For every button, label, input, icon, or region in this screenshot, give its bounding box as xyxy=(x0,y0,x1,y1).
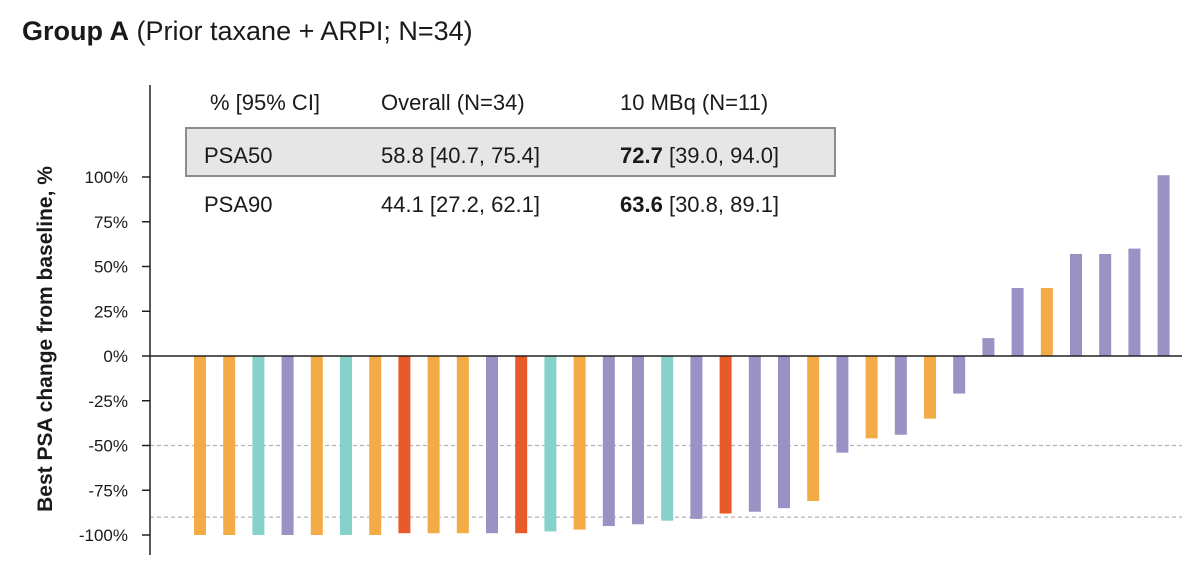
psa90-overall: 44.1 [27.2, 62.1] xyxy=(381,192,541,217)
chart-title-group: Group A xyxy=(22,16,129,46)
chart-title: Group A (Prior taxane + ARPI; N=34) xyxy=(22,16,473,47)
bar-10 xyxy=(456,356,469,534)
bar-17 xyxy=(661,356,674,521)
bar-32 xyxy=(1099,253,1112,356)
bar-29 xyxy=(1011,287,1024,356)
bar-21 xyxy=(778,356,790,509)
bar-27 xyxy=(953,356,966,394)
bar-16 xyxy=(632,356,644,525)
psa50-dose-value: 72.7 xyxy=(620,143,663,168)
psa90-dose: 63.6 [30.8, 89.1] xyxy=(620,192,779,218)
psa90-label: PSA90 xyxy=(204,192,273,217)
bar-28 xyxy=(982,338,995,356)
bar-22 xyxy=(807,356,820,501)
psa50-row-highlight xyxy=(185,127,836,177)
y-tick-label-5: -25% xyxy=(88,392,128,411)
bar-8 xyxy=(398,356,411,534)
bar-19 xyxy=(719,356,732,514)
bar-9 xyxy=(427,356,440,534)
bar-23 xyxy=(836,356,849,453)
bar-15 xyxy=(602,356,615,527)
table-header-overall: Overall (N=34) xyxy=(381,90,525,115)
y-tick-label-8: -100% xyxy=(79,526,128,545)
bar-14 xyxy=(573,356,586,530)
psa50-dose-ci: [39.0, 94.0] xyxy=(668,143,780,168)
bar-13 xyxy=(544,356,557,532)
bar-11 xyxy=(486,356,498,534)
y-tick-label-0: 100% xyxy=(85,168,128,187)
psa50-label: PSA50 xyxy=(204,143,273,168)
bar-3 xyxy=(252,356,265,535)
table-header-metric: % [95% CI] xyxy=(210,90,321,115)
bar-25 xyxy=(894,356,907,435)
bar-24 xyxy=(865,356,878,439)
bar-4 xyxy=(281,356,294,535)
bar-30 xyxy=(1040,287,1053,356)
bar-33 xyxy=(1128,248,1141,356)
y-tick-label-1: 75% xyxy=(94,213,128,232)
y-tick-label-3: 25% xyxy=(94,302,128,321)
bar-31 xyxy=(1070,253,1082,356)
y-tick-label-7: -75% xyxy=(88,481,128,500)
y-axis-title: Best PSA change from baseline, % xyxy=(34,166,57,512)
bar-26 xyxy=(924,356,936,419)
bar-20 xyxy=(748,356,761,512)
y-tick-label-4: 0% xyxy=(103,347,128,366)
bar-1 xyxy=(194,356,206,535)
psa50-overall: 58.8 [40.7, 75.4] xyxy=(381,143,541,168)
y-tick-label-2: 50% xyxy=(94,258,128,277)
bar-18 xyxy=(690,356,703,519)
psa90-dose-ci: [30.8, 89.1] xyxy=(668,192,780,217)
y-tick-label-6: -50% xyxy=(88,437,128,456)
bar-6 xyxy=(340,356,352,535)
psa90-dose-value: 63.6 xyxy=(620,192,663,217)
bar-7 xyxy=(369,356,382,535)
bar-12 xyxy=(515,356,528,534)
table-header-dose: 10 MBq (N=11) xyxy=(620,90,769,115)
bar-5 xyxy=(310,356,323,535)
psa50-dose: 72.7 [39.0, 94.0] xyxy=(620,143,779,169)
chart-title-subtitle: (Prior taxane + ARPI; N=34) xyxy=(136,16,473,46)
bar-34 xyxy=(1157,175,1170,356)
bar-2 xyxy=(223,356,236,535)
